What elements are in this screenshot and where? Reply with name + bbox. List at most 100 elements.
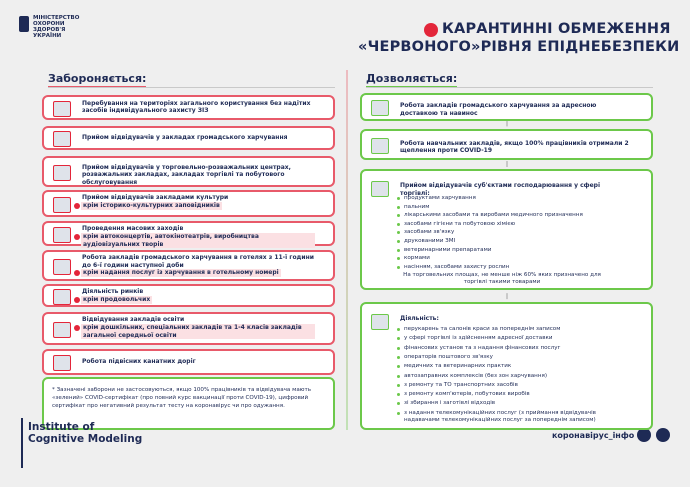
icon xyxy=(53,288,71,305)
bullet xyxy=(397,231,400,235)
exception-mark xyxy=(74,234,80,240)
icon xyxy=(371,137,389,154)
prohibited-item: Робота закладів громадського харчування … xyxy=(42,250,335,281)
footnote: На торговельних площах, не менше ніж 60%… xyxy=(403,272,601,285)
item-text: Проведення масових заходів xyxy=(82,225,184,232)
ministry-line: ЗДОРОВ'Я xyxy=(33,27,66,33)
heading-rule xyxy=(366,87,653,88)
bullet xyxy=(397,205,400,209)
prohibited-item: Прийом відвідувачів у закладах громадськ… xyxy=(42,126,335,150)
title-line: КАРАНТИННІ ОБМЕЖЕННЯ xyxy=(442,21,671,37)
exception-text: крім надання послуг із харчування в готе… xyxy=(81,269,281,277)
bullet xyxy=(397,328,400,331)
allowed-item: Прийом відвідувачів суб'єктами господарю… xyxy=(360,169,653,290)
list-item: перукарень та салонів краси за попередні… xyxy=(404,326,561,332)
item-text: Прийом відвідувачів закладами культури xyxy=(82,194,229,201)
item-text: Відвідування закладів освіти xyxy=(82,316,185,323)
institute-line: Institute of xyxy=(28,421,95,433)
prohibited-item: Відвідування закладів освіти крім дошкіль… xyxy=(42,312,335,345)
list-item: автозаправних комплексів (без зон харчув… xyxy=(404,372,548,379)
bullet xyxy=(397,265,400,269)
list-item: засобами зв'язку xyxy=(404,229,455,236)
list-item: з ремонту та ТО транспортних засобів xyxy=(404,381,518,388)
list-item: з ремонту комп'ютерів, побутових виробів xyxy=(404,391,530,398)
list-item: з надання телекомунікаційних послуг (з п… xyxy=(404,409,596,423)
bullet xyxy=(397,383,400,387)
list-item: продуктами харчування xyxy=(404,195,476,201)
bullet xyxy=(397,411,400,415)
bullet xyxy=(397,393,400,397)
exception-text: крім автоконцертів, автокінотеатрів, вир… xyxy=(81,233,315,248)
bullet xyxy=(397,402,400,406)
prohibited-item: Проведення масових заходів крім автоконце… xyxy=(42,221,335,248)
icon xyxy=(53,258,71,275)
icon xyxy=(53,196,71,213)
icon xyxy=(371,314,389,330)
bullet xyxy=(397,222,400,226)
bullet xyxy=(397,248,400,252)
note-text: * Зазначені заборони не застосовуються, … xyxy=(52,387,312,409)
hashtag: коронавірус_інфо xyxy=(552,431,635,440)
item-text: Прийом відвідувачів суб'єктами господарю… xyxy=(400,182,601,197)
list-item: друкованими ЗМІ xyxy=(404,238,456,244)
exception-text: крім дошкільних, спеціальних закладів та… xyxy=(81,324,315,339)
bullet xyxy=(397,346,400,350)
bullet xyxy=(397,214,400,218)
bullet xyxy=(397,337,400,341)
exception-mark xyxy=(74,270,80,276)
prohibited-item: Прийом відвідувачів у торговельно-розваж… xyxy=(42,156,335,187)
icon xyxy=(53,131,71,147)
item-text: Прийом відвідувачів у торговельно-розваж… xyxy=(82,163,291,186)
ministry-line: МІНІСТЕРСТВО xyxy=(33,15,80,21)
icon xyxy=(53,164,71,181)
allowed-item: Діяльність: перукарень та салонів краси з… xyxy=(360,302,653,430)
icon xyxy=(53,355,71,371)
title-line: «ЧЕРВОНОГО»РІВНЯ ЕПІДНЕБЕЗПЕКИ xyxy=(358,39,680,55)
title-dot xyxy=(424,23,438,37)
exception-mark xyxy=(74,203,80,209)
item-text: Робота навчальних закладів, якщо 100% пр… xyxy=(400,139,629,155)
list-item: ветеринарними препаратами xyxy=(404,246,492,253)
icon xyxy=(53,226,71,243)
ministry-line: УКРАЇНИ xyxy=(33,33,62,39)
ministry-line: ОХОРОНИ xyxy=(33,21,65,27)
item-text: Робота підвісних канатних доріг xyxy=(82,358,196,365)
section-heading: Забороняється: xyxy=(48,72,147,88)
list-item: зі збирання і заготівлі відходів xyxy=(404,400,496,407)
list-item: насінням, засобами захисту рослин xyxy=(404,263,510,270)
section-heading: Дозволяється: xyxy=(366,72,458,88)
item-text: Прийом відвідувачів у закладах громадськ… xyxy=(82,134,288,141)
prohibited-item: Перебування на територіях загального кор… xyxy=(42,95,335,120)
exception-text: крім продовольчих xyxy=(81,296,153,304)
list-item: операторів поштового зв'язку xyxy=(404,353,493,360)
exception-mark xyxy=(74,297,80,303)
allowed-item: Робота закладів громадського харчування … xyxy=(360,93,653,121)
facebook-icon[interactable] xyxy=(637,428,651,442)
item-text: Діяльність: xyxy=(400,315,439,322)
prohibited-item: Прийом відвідувачів закладами культури кр… xyxy=(42,190,335,217)
bullet xyxy=(397,374,400,378)
heading-rule xyxy=(48,87,335,88)
bullet xyxy=(397,355,400,359)
item-text: Діяльність ринків xyxy=(82,288,144,295)
telegram-icon[interactable] xyxy=(656,428,670,442)
icon xyxy=(53,100,71,117)
exception-mark xyxy=(74,325,80,331)
icon xyxy=(53,321,71,338)
icon xyxy=(371,100,389,116)
footer-bar xyxy=(21,418,23,468)
note-box: * Зазначені заборони не застосовуються, … xyxy=(42,377,335,430)
bullet xyxy=(397,197,400,200)
institute-line: Cognitive Modeling xyxy=(28,433,143,445)
list-item: кормами xyxy=(404,255,430,262)
list-item: у сфері торгівлі із здійсненням адресної… xyxy=(404,335,553,342)
list-item: медичних та ветеринарних практик xyxy=(404,363,512,370)
prohibited-item: Робота підвісних канатних доріг xyxy=(42,349,335,375)
item-text: Перебування на територіях загального кор… xyxy=(82,99,311,115)
divider xyxy=(346,70,348,430)
allowed-item: Робота навчальних закладів, якщо 100% пр… xyxy=(360,129,653,160)
icon xyxy=(371,181,389,197)
item-text: Робота закладів громадського харчування … xyxy=(82,254,314,269)
prohibited-item: Діяльність ринків крім продовольчих xyxy=(42,284,335,307)
